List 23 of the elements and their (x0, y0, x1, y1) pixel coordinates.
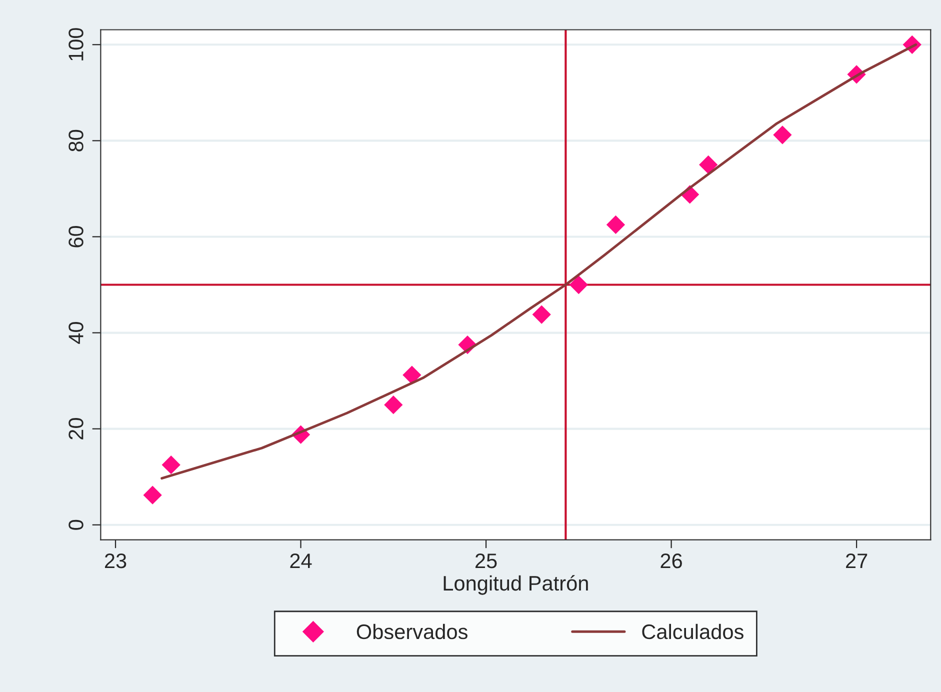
legend-label: Calculados (642, 624, 744, 640)
x-tick-label: 27 (846, 554, 868, 568)
x-tick-label: 25 (475, 554, 497, 568)
x-tick-label: 26 (660, 554, 682, 568)
y-tick-label: 100 (68, 28, 84, 60)
point (402, 366, 422, 384)
y-tick-label: 60 (68, 226, 84, 248)
point (532, 305, 551, 324)
point (606, 215, 626, 234)
point (143, 486, 162, 504)
point (773, 126, 792, 144)
x-tick-label: 24 (290, 554, 312, 568)
y-tick-label: 80 (68, 130, 84, 152)
point (162, 456, 180, 474)
x-tick-label: 23 (104, 554, 126, 568)
y-tick-label: 40 (68, 322, 84, 344)
y-tick-label: 20 (68, 418, 84, 440)
point (384, 396, 403, 414)
point (699, 155, 718, 174)
x-axis-title: Longitud Patrón (444, 575, 588, 595)
legend-label: Observados (356, 624, 468, 640)
y-tick-label: 0 (68, 520, 84, 530)
point (569, 275, 588, 294)
